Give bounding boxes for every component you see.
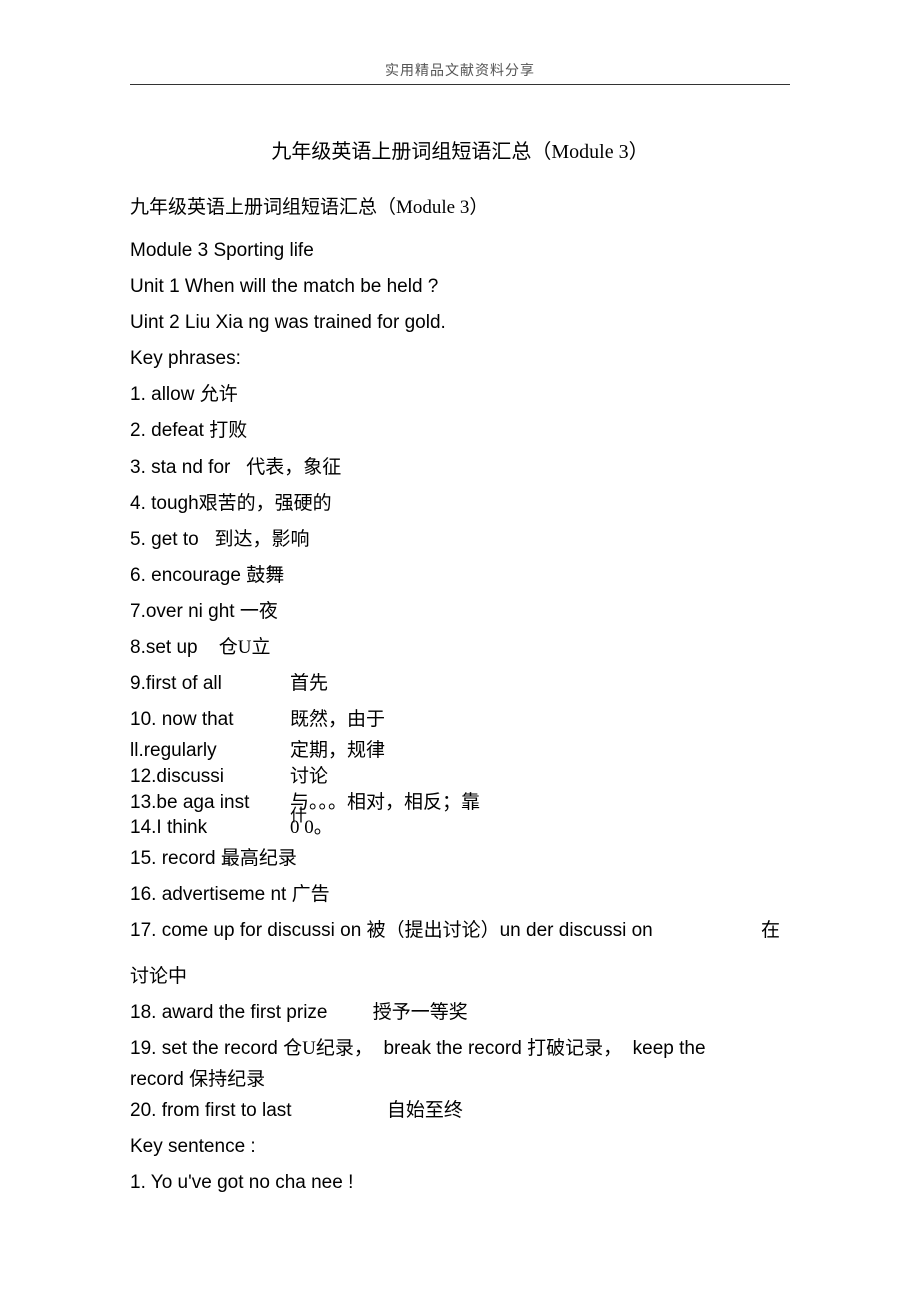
item20-cn: 自始至终	[387, 1100, 463, 1121]
item-en: 4. tough	[130, 493, 199, 514]
item-cn: 定期，规律	[290, 738, 385, 764]
page-header: 实用精品文献资料分享	[130, 60, 790, 80]
list-item: 1. allow 允许	[130, 377, 790, 413]
list-item: 12.discussi 讨论	[130, 764, 790, 790]
list-item: 8.set up 仓U立	[130, 630, 790, 666]
item-cn: 与。。。相对，相反；靠	[290, 790, 480, 816]
list-item-17b: 讨论中	[130, 959, 790, 995]
item-en: 16. advertiseme nt	[130, 884, 286, 905]
header-text: 实用精品文献资料分享	[385, 62, 535, 78]
header-divider	[130, 84, 790, 85]
item-en: 12.discussi	[130, 764, 290, 790]
list-item: 4. tough艰苦的，强硬的	[130, 486, 790, 522]
doc-title: 九年级英语上册词组短语汇总（Module 3）	[130, 135, 790, 164]
item-cn: 允许	[200, 384, 238, 405]
list-item: 13.be aga inst 与。。。相对，相反；靠	[130, 790, 790, 816]
doc-subtitle: 九年级英语上册词组短语汇总（Module 3）	[130, 192, 790, 219]
item-en: 5. get to	[130, 529, 199, 550]
item-cn: 到达，影响	[215, 529, 310, 550]
list-item: 14.I think 什 0 0。	[130, 815, 790, 841]
unit2-line: Uint 2 Liu Xia ng was trained for gold.	[130, 305, 790, 341]
item19-b-cn: 打破记录，	[527, 1038, 622, 1059]
list-item: ll.regularly 定期，规律	[130, 738, 790, 764]
list-item-17: 17. come up for discussi on 被（提出讨论） un d…	[130, 913, 790, 949]
item-en: 2. defeat	[130, 420, 204, 441]
item19-a-en: 19. set the record	[130, 1038, 278, 1059]
item17-en-b: un der discussi on	[500, 913, 653, 949]
item-cn: 既然，由于	[290, 702, 385, 738]
item19-a-cn: 仓U纪录，	[283, 1038, 373, 1059]
item18-en: 18. award the first prize	[130, 1002, 327, 1023]
item-en: 3. sta nd for	[130, 457, 230, 478]
key-sentence-1: 1. Yo u've got no cha nee !	[130, 1165, 790, 1201]
item-en: 14.I think	[130, 815, 290, 841]
item-cn: 仓U立	[219, 637, 271, 658]
list-item-18: 18. award the first prize 授予一等奖	[130, 995, 790, 1031]
item19-line2-en: record	[130, 1069, 184, 1090]
item-cn: 打败	[209, 420, 247, 441]
item-cn: 讨论	[290, 764, 328, 790]
list-item: 9.first of all 首先	[130, 666, 790, 702]
item19-c-en: keep the	[633, 1038, 706, 1059]
list-item: 16. advertiseme nt 广告	[130, 877, 790, 913]
item-en: 8.set up	[130, 637, 198, 658]
item-en: 15. record	[130, 848, 216, 869]
key-sentence-label: Key sentence :	[130, 1129, 790, 1165]
item-cn: 首先	[290, 666, 328, 702]
item-en: 6. encourage	[130, 565, 241, 586]
item-cn: 代表，象征	[246, 457, 341, 478]
list-item-19b: record 保持纪录	[130, 1067, 790, 1093]
item-cn: 一夜	[240, 601, 278, 622]
item-cn: 什 0 0。	[290, 815, 333, 841]
item19-line2-cn: 保持纪录	[189, 1069, 265, 1090]
document-page: 实用精品文献资料分享 九年级英语上册词组短语汇总（Module 3） 九年级英语…	[0, 0, 920, 1261]
item17-en-a: 17. come up for discussi on	[130, 913, 361, 949]
list-item: 5. get to 到达，影响	[130, 522, 790, 558]
item17-cn-a: 被（提出讨论）	[367, 913, 500, 949]
item-en: 7.over ni ght	[130, 601, 235, 622]
list-item: 2. defeat 打败	[130, 413, 790, 449]
list-item: 3. sta nd for 代表，象征	[130, 450, 790, 486]
item18-cn: 授予一等奖	[373, 1002, 468, 1023]
item20-en: 20. from first to last	[130, 1100, 292, 1121]
list-item: 6. encourage 鼓舞	[130, 558, 790, 594]
item-en: 13.be aga inst	[130, 790, 290, 816]
item-extra: 什	[290, 805, 307, 828]
item-en: 9.first of all	[130, 666, 290, 702]
list-item-20: 20. from first to last 自始至终	[130, 1093, 790, 1129]
item19-b-en: break the record	[383, 1038, 521, 1059]
module-line: Module 3 Sporting life	[130, 233, 790, 269]
list-item: 15. record 最高纪录	[130, 841, 790, 877]
unit1-line: Unit 1 When will the match be held ?	[130, 269, 790, 305]
item-cn: 鼓舞	[246, 565, 284, 586]
item-en: ll.regularly	[130, 738, 290, 764]
item-cn: 广告	[292, 884, 330, 905]
key-phrases-label: Key phrases:	[130, 341, 790, 377]
list-item: 10. now that 既然，由于	[130, 702, 790, 738]
item17-cn-b: 在	[761, 913, 790, 949]
item-en: 10. now that	[130, 702, 290, 738]
item-en: 1. allow	[130, 384, 194, 405]
list-item-19a: 19. set the record 仓U纪录， break the recor…	[130, 1031, 790, 1067]
item-cn: 艰苦的，强硬的	[199, 493, 332, 514]
item-cn: 最高纪录	[221, 848, 297, 869]
item17-cn-c: 讨论中	[130, 966, 187, 987]
list-item: 7.over ni ght 一夜	[130, 594, 790, 630]
